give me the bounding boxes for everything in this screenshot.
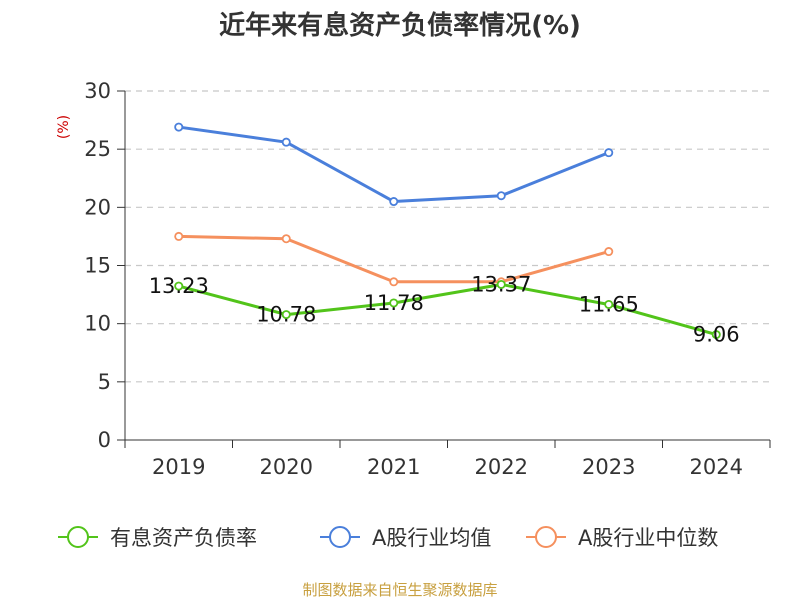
data-point bbox=[174, 122, 184, 132]
data-label: 10.78 bbox=[256, 303, 316, 327]
x-tick-label: 2020 bbox=[260, 455, 313, 479]
series-layer bbox=[174, 122, 721, 340]
series-line bbox=[177, 234, 611, 284]
data-label: 11.65 bbox=[579, 292, 639, 316]
y-axis-unit-label: (%) bbox=[56, 115, 72, 139]
y-tick-label: 25 bbox=[84, 137, 111, 161]
series-1 bbox=[174, 122, 614, 207]
y-tick-label: 5 bbox=[98, 370, 111, 394]
data-point bbox=[281, 137, 291, 147]
data-labels: 13.23 10.78 11.78 13.37 11.65 9.06 bbox=[149, 272, 740, 346]
data-point bbox=[496, 279, 506, 289]
data-point bbox=[711, 330, 721, 340]
data-label: 11.78 bbox=[364, 291, 424, 315]
legend-item: 有息资产负债率 bbox=[58, 526, 257, 550]
x-tick-label: 2023 bbox=[582, 455, 635, 479]
data-label: 13.37 bbox=[471, 272, 531, 296]
data-point bbox=[604, 247, 614, 257]
source-note: 制图数据来自恒生聚源数据库 bbox=[302, 581, 497, 599]
data-point bbox=[389, 277, 399, 287]
data-label: 13.23 bbox=[149, 274, 209, 298]
y-tick-label: 20 bbox=[84, 195, 111, 219]
legend-label: A股行业中位数 bbox=[578, 526, 718, 550]
legend: 有息资产负债率 A股行业均值 A股行业中位数 bbox=[58, 526, 718, 550]
data-point bbox=[604, 299, 614, 309]
legend-marker bbox=[329, 526, 351, 548]
x-tick-label: 2019 bbox=[152, 455, 205, 479]
legend-label: 有息资产负债率 bbox=[110, 526, 257, 550]
data-point bbox=[174, 231, 184, 241]
data-point bbox=[281, 310, 291, 320]
y-tick-label: 0 bbox=[98, 428, 111, 452]
legend-marker bbox=[535, 526, 557, 548]
legend-label: A股行业均值 bbox=[372, 526, 491, 550]
data-point bbox=[389, 298, 399, 308]
data-point bbox=[281, 234, 291, 244]
y-tick-label: 15 bbox=[84, 254, 111, 278]
y-tick-label: 10 bbox=[84, 312, 111, 336]
legend-item: A股行业均值 bbox=[320, 526, 491, 550]
x-tick-label: 2024 bbox=[690, 455, 743, 479]
x-tick-label: 2022 bbox=[475, 455, 528, 479]
data-point bbox=[174, 281, 184, 291]
data-point bbox=[389, 197, 399, 207]
legend-marker bbox=[67, 526, 89, 548]
y-tick-label: 30 bbox=[84, 79, 111, 103]
series-0 bbox=[174, 279, 721, 340]
chart-title: 近年来有息资产负债率情况(%) bbox=[219, 10, 581, 41]
data-label: 9.06 bbox=[693, 323, 740, 347]
x-tick-label: 2021 bbox=[367, 455, 420, 479]
axes: 0 5 10 15 20 25 30 2019 2020 2021 2022 2023 2024 bbox=[84, 79, 771, 479]
series-line bbox=[177, 282, 718, 337]
data-point bbox=[604, 148, 614, 158]
data-point bbox=[496, 191, 506, 201]
grid-lines bbox=[125, 90, 770, 383]
legend-item: A股行业中位数 bbox=[526, 526, 718, 550]
series-line bbox=[177, 125, 611, 204]
series-2 bbox=[174, 231, 614, 287]
